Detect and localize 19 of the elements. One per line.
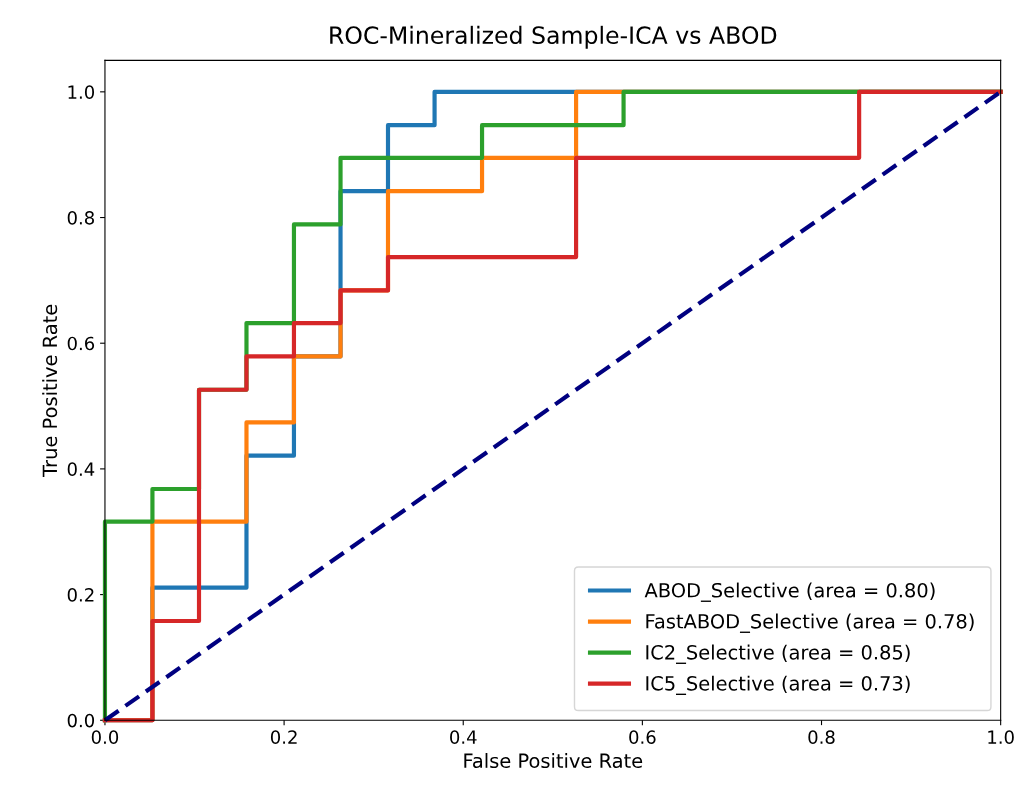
x-tick-label: 0.2 bbox=[270, 730, 297, 744]
y-tick-label: 0.4 bbox=[67, 462, 95, 477]
y-tick-label: 0.2 bbox=[67, 588, 94, 602]
y-tick-label: 0.6 bbox=[67, 336, 95, 351]
y-tick-label: 0.8 bbox=[67, 210, 94, 225]
legend-label: FastABOD_Selective (area = 0.78) bbox=[646, 613, 974, 633]
chart-title: ROC-Mineralized Sample-ICA vs ABOD bbox=[330, 25, 777, 49]
x-tick-label: 0.0 bbox=[91, 730, 119, 744]
y-tick-label: 1.0 bbox=[68, 85, 95, 99]
x-tick-label: 1.0 bbox=[988, 730, 1014, 744]
y-axis-title: True Positive Rate bbox=[42, 304, 58, 477]
legend-label: ABOD_Selective (area = 0.80) bbox=[644, 582, 935, 602]
x-tick-label: 0.4 bbox=[450, 730, 477, 744]
x-tick-label: 0.6 bbox=[629, 730, 656, 744]
legend-label: IC5_Selective (area = 0.73) bbox=[646, 675, 910, 695]
y-tick-label: 0.0 bbox=[67, 713, 95, 728]
legend-label: IC2_Selective (area = 0.85) bbox=[646, 644, 910, 664]
x-tick-label: 0.8 bbox=[808, 730, 835, 744]
x-axis-title: False Positive Rate bbox=[464, 753, 643, 769]
